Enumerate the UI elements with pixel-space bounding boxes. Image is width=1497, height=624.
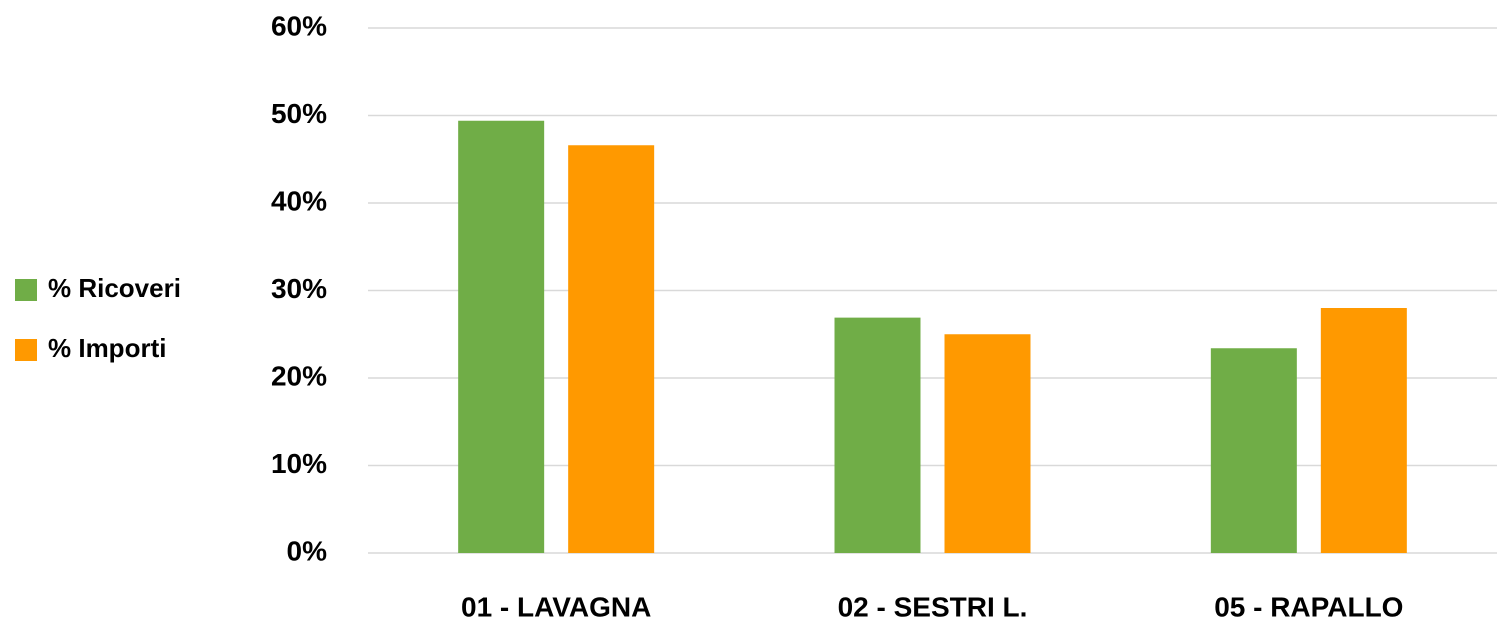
legend-label: % Ricoveri bbox=[48, 273, 181, 303]
bar bbox=[568, 145, 655, 553]
legend-label: % Importi bbox=[48, 333, 166, 363]
y-tick-label: 20% bbox=[271, 360, 327, 391]
y-tick-label: 10% bbox=[271, 448, 327, 479]
y-tick-label: 0% bbox=[287, 535, 328, 566]
legend-swatch bbox=[15, 339, 37, 361]
bar bbox=[1210, 348, 1297, 553]
x-tick-label: 05 - RAPALLO bbox=[1214, 591, 1403, 622]
x-tick-label: 02 - SESTRI L. bbox=[838, 591, 1028, 622]
bar bbox=[944, 334, 1031, 553]
y-tick-label: 50% bbox=[271, 98, 327, 129]
y-tick-label: 60% bbox=[271, 10, 327, 41]
legend-swatch bbox=[15, 279, 37, 301]
bar bbox=[458, 120, 545, 553]
bar bbox=[1320, 308, 1407, 553]
x-tick-label: 01 - LAVAGNA bbox=[461, 591, 651, 622]
y-tick-label: 40% bbox=[271, 185, 327, 216]
bar bbox=[834, 317, 921, 553]
y-tick-label: 30% bbox=[271, 273, 327, 304]
